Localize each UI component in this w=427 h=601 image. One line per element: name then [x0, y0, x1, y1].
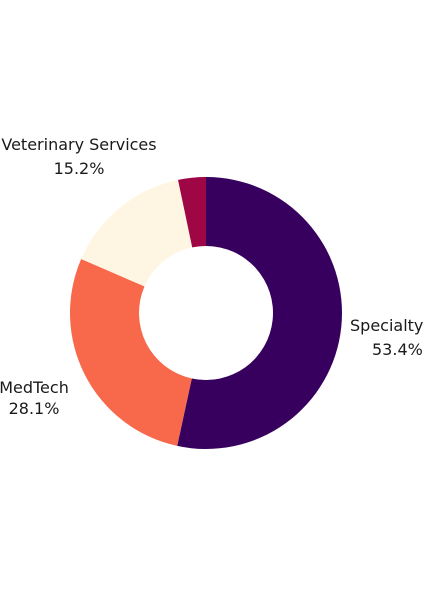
donut-labels: Specialty 53.4% MedTech 28.1% Veterinary Ser… [0, 135, 423, 418]
donut-slice-unlabeled [178, 177, 206, 248]
donut-slice-medtech [70, 258, 192, 446]
slice-label-percent: 15.2% [54, 159, 105, 178]
slice-label-name: MedTech [0, 378, 69, 397]
donut-slice-specialty [177, 177, 343, 449]
slice-label-percent: 53.4% [372, 340, 423, 359]
slice-label-percent: 28.1% [9, 399, 60, 418]
slice-label-name: Veterinary Services [1, 135, 156, 154]
donut-slice-veterinary-services [81, 179, 193, 287]
donut-slices [70, 177, 343, 449]
slice-label-name: Specialty [350, 316, 423, 335]
